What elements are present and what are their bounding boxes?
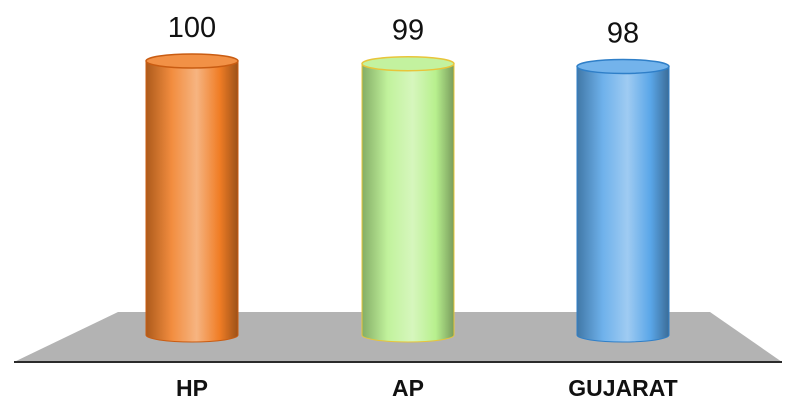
bar-top-gujarat xyxy=(576,58,670,75)
bar-gujarat xyxy=(576,58,670,343)
data-label-hp: 100 xyxy=(168,12,216,44)
bar-body-ap xyxy=(361,63,455,343)
data-label-gujarat: 98 xyxy=(607,17,639,49)
category-label-hp: HP xyxy=(176,375,208,401)
bar-top-hp xyxy=(145,53,239,69)
bars-layer xyxy=(145,53,670,343)
bar-ap xyxy=(361,55,455,343)
data-label-ap: 99 xyxy=(392,15,424,47)
bar-body-gujarat xyxy=(576,65,670,343)
bar-body-hp xyxy=(145,60,239,343)
category-label-ap: AP xyxy=(392,375,424,401)
bar-hp xyxy=(145,53,239,343)
labels-layer: 100 HP 99 AP 98 GUJARAT xyxy=(168,12,678,401)
category-label-gujarat: GUJARAT xyxy=(568,375,677,401)
bar-top-ap xyxy=(361,55,455,72)
